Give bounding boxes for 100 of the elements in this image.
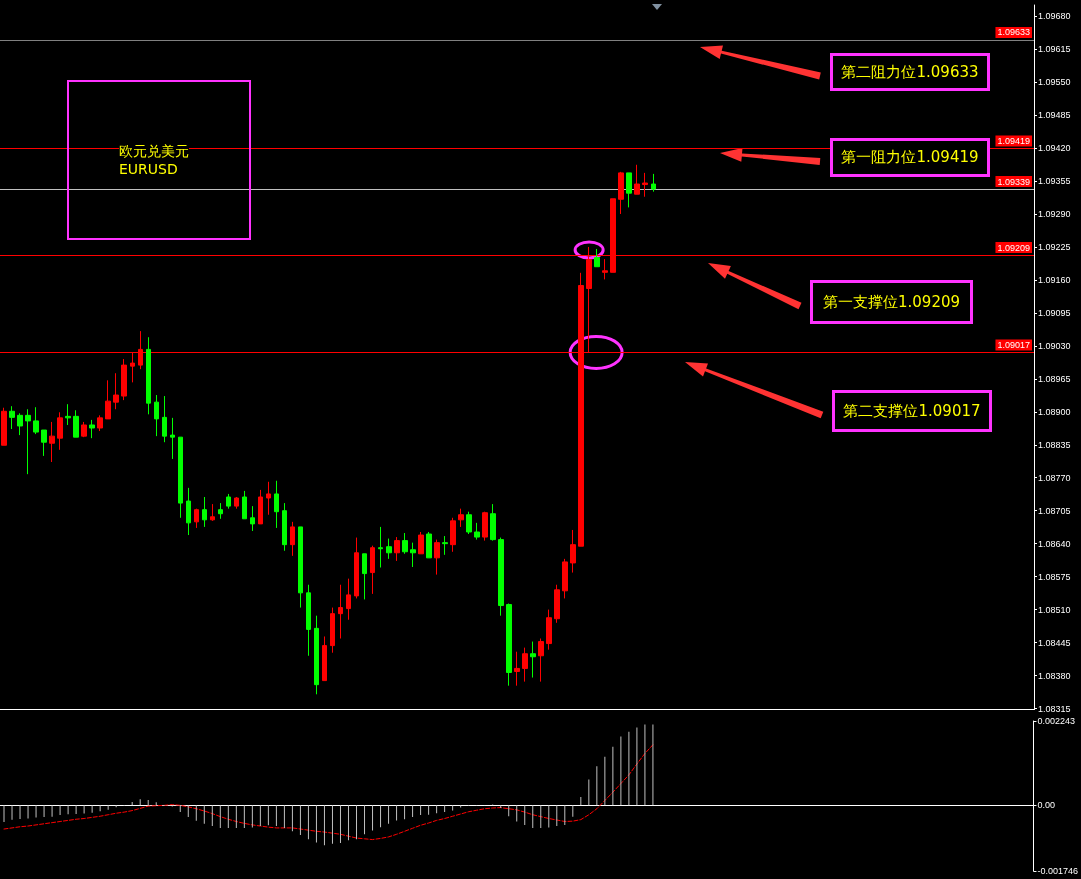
candlestick <box>562 558 568 599</box>
candlestick <box>626 172 632 208</box>
candlestick <box>378 526 383 568</box>
candlestick <box>266 481 271 516</box>
candlestick <box>49 421 55 463</box>
candlestick <box>651 173 656 193</box>
candlestick <box>162 395 167 443</box>
candlestick <box>570 529 576 574</box>
candlestick <box>474 522 480 541</box>
ref-line-label: 1.09339 <box>997 176 1030 187</box>
candlestick <box>146 336 151 415</box>
candlestick <box>434 539 440 576</box>
text-box: 第一支撑位1.09209 <box>810 280 973 324</box>
y-tick-label: 1.08380 <box>1038 670 1071 681</box>
text-box: 欧元兑美元 EURUSD <box>67 80 251 240</box>
candlestick <box>73 409 79 438</box>
candlestick <box>121 358 127 401</box>
candlestick <box>65 403 71 426</box>
y-tick-label: 1.08835 <box>1038 439 1071 450</box>
candlestick <box>17 412 23 436</box>
candlestick <box>97 414 103 432</box>
candlestick <box>274 480 279 529</box>
y-tick-label: 1.08640 <box>1038 538 1071 549</box>
y-tick-label: 1.09550 <box>1038 77 1071 88</box>
candlestick <box>394 536 400 562</box>
candlestick <box>442 535 448 556</box>
candlestick <box>226 493 231 510</box>
candlestick <box>634 164 640 195</box>
y-tick-label: 1.09680 <box>1038 11 1071 22</box>
y-tick-label: 0.002243 <box>1037 716 1076 726</box>
candlestick <box>298 526 303 609</box>
y-tick-label: 1.08900 <box>1038 406 1071 417</box>
y-tick-label: 1.09355 <box>1038 176 1071 186</box>
ref-line-label: 1.09209 <box>997 242 1030 253</box>
annotation: 第二阻力位1.09633 <box>841 62 979 82</box>
candlestick <box>554 584 560 624</box>
text-box: 第一阻力位1.09419 <box>830 138 990 177</box>
y-tick-label: 1.08315 <box>1038 703 1071 714</box>
candlestick <box>306 584 311 657</box>
candlestick <box>602 258 608 280</box>
annotation: 第一支撑位1.09209 <box>822 292 961 312</box>
candlestick <box>154 394 159 437</box>
candlestick <box>41 429 47 457</box>
candlestick <box>410 542 416 568</box>
candlestick <box>426 531 432 559</box>
y-tick-label: 1.08445 <box>1038 637 1071 648</box>
candlestick <box>25 408 31 475</box>
ref-line-label: 1.09633 <box>997 27 1030 38</box>
candlestick <box>33 406 39 435</box>
candlestick <box>402 532 408 555</box>
candlestick <box>290 521 295 557</box>
y-tick-label: 1.08510 <box>1038 604 1071 615</box>
candlestick <box>466 511 472 535</box>
line-series <box>3 744 654 841</box>
y-tick-label: -0.001746 <box>1037 866 1079 876</box>
candlestick <box>530 641 536 679</box>
candlestick <box>1 407 7 446</box>
candlestick <box>594 248 600 268</box>
y-tick-label: 1.08705 <box>1038 505 1071 516</box>
candlestick <box>458 508 464 528</box>
candlestick <box>105 379 111 420</box>
y-tick-label: 1.08770 <box>1038 472 1071 483</box>
candlestick <box>514 651 520 687</box>
candlestick <box>314 615 319 695</box>
candlestick <box>538 638 544 683</box>
candlestick <box>338 584 343 640</box>
ref-line-label: 1.09017 <box>997 339 1030 350</box>
candlestick <box>170 417 175 460</box>
candlestick <box>258 489 263 525</box>
text-box: 第二支撑位1.09017 <box>832 390 992 432</box>
candlestick <box>202 496 207 528</box>
y-tick-label: 1.09420 <box>1038 143 1071 154</box>
candlestick <box>370 545 375 595</box>
candlestick <box>482 511 488 542</box>
annotation: 第二支撑位1.09017 <box>843 401 981 421</box>
annotation: 第一阻力位1.09419 <box>841 148 979 167</box>
candlestick <box>210 503 215 522</box>
annotation: 欧元兑美元 EURUSD <box>119 143 189 177</box>
candlestick <box>89 419 95 439</box>
candlestick <box>362 553 367 600</box>
ref-line-label: 1.09419 <box>997 136 1030 147</box>
candlestick <box>178 436 183 519</box>
candlestick <box>113 372 119 410</box>
candlestick <box>250 505 255 532</box>
y-tick-label: 1.09030 <box>1038 340 1071 351</box>
y-tick-label: 1.09615 <box>1038 44 1071 55</box>
candlestick <box>234 496 239 510</box>
candlestick <box>186 487 191 536</box>
y-tick-label: 1.08965 <box>1038 373 1071 384</box>
candlestick <box>642 172 648 198</box>
candlestick <box>322 635 327 682</box>
candlestick <box>346 578 351 621</box>
candlestick <box>450 517 456 553</box>
y-tick-label: 0.00 <box>1037 800 1055 811</box>
candlestick <box>522 647 528 683</box>
candlestick <box>354 537 359 599</box>
y-tick-label: 1.09485 <box>1038 110 1071 121</box>
candlestick <box>282 502 287 552</box>
candlestick <box>81 421 87 438</box>
candlestick <box>9 405 15 430</box>
